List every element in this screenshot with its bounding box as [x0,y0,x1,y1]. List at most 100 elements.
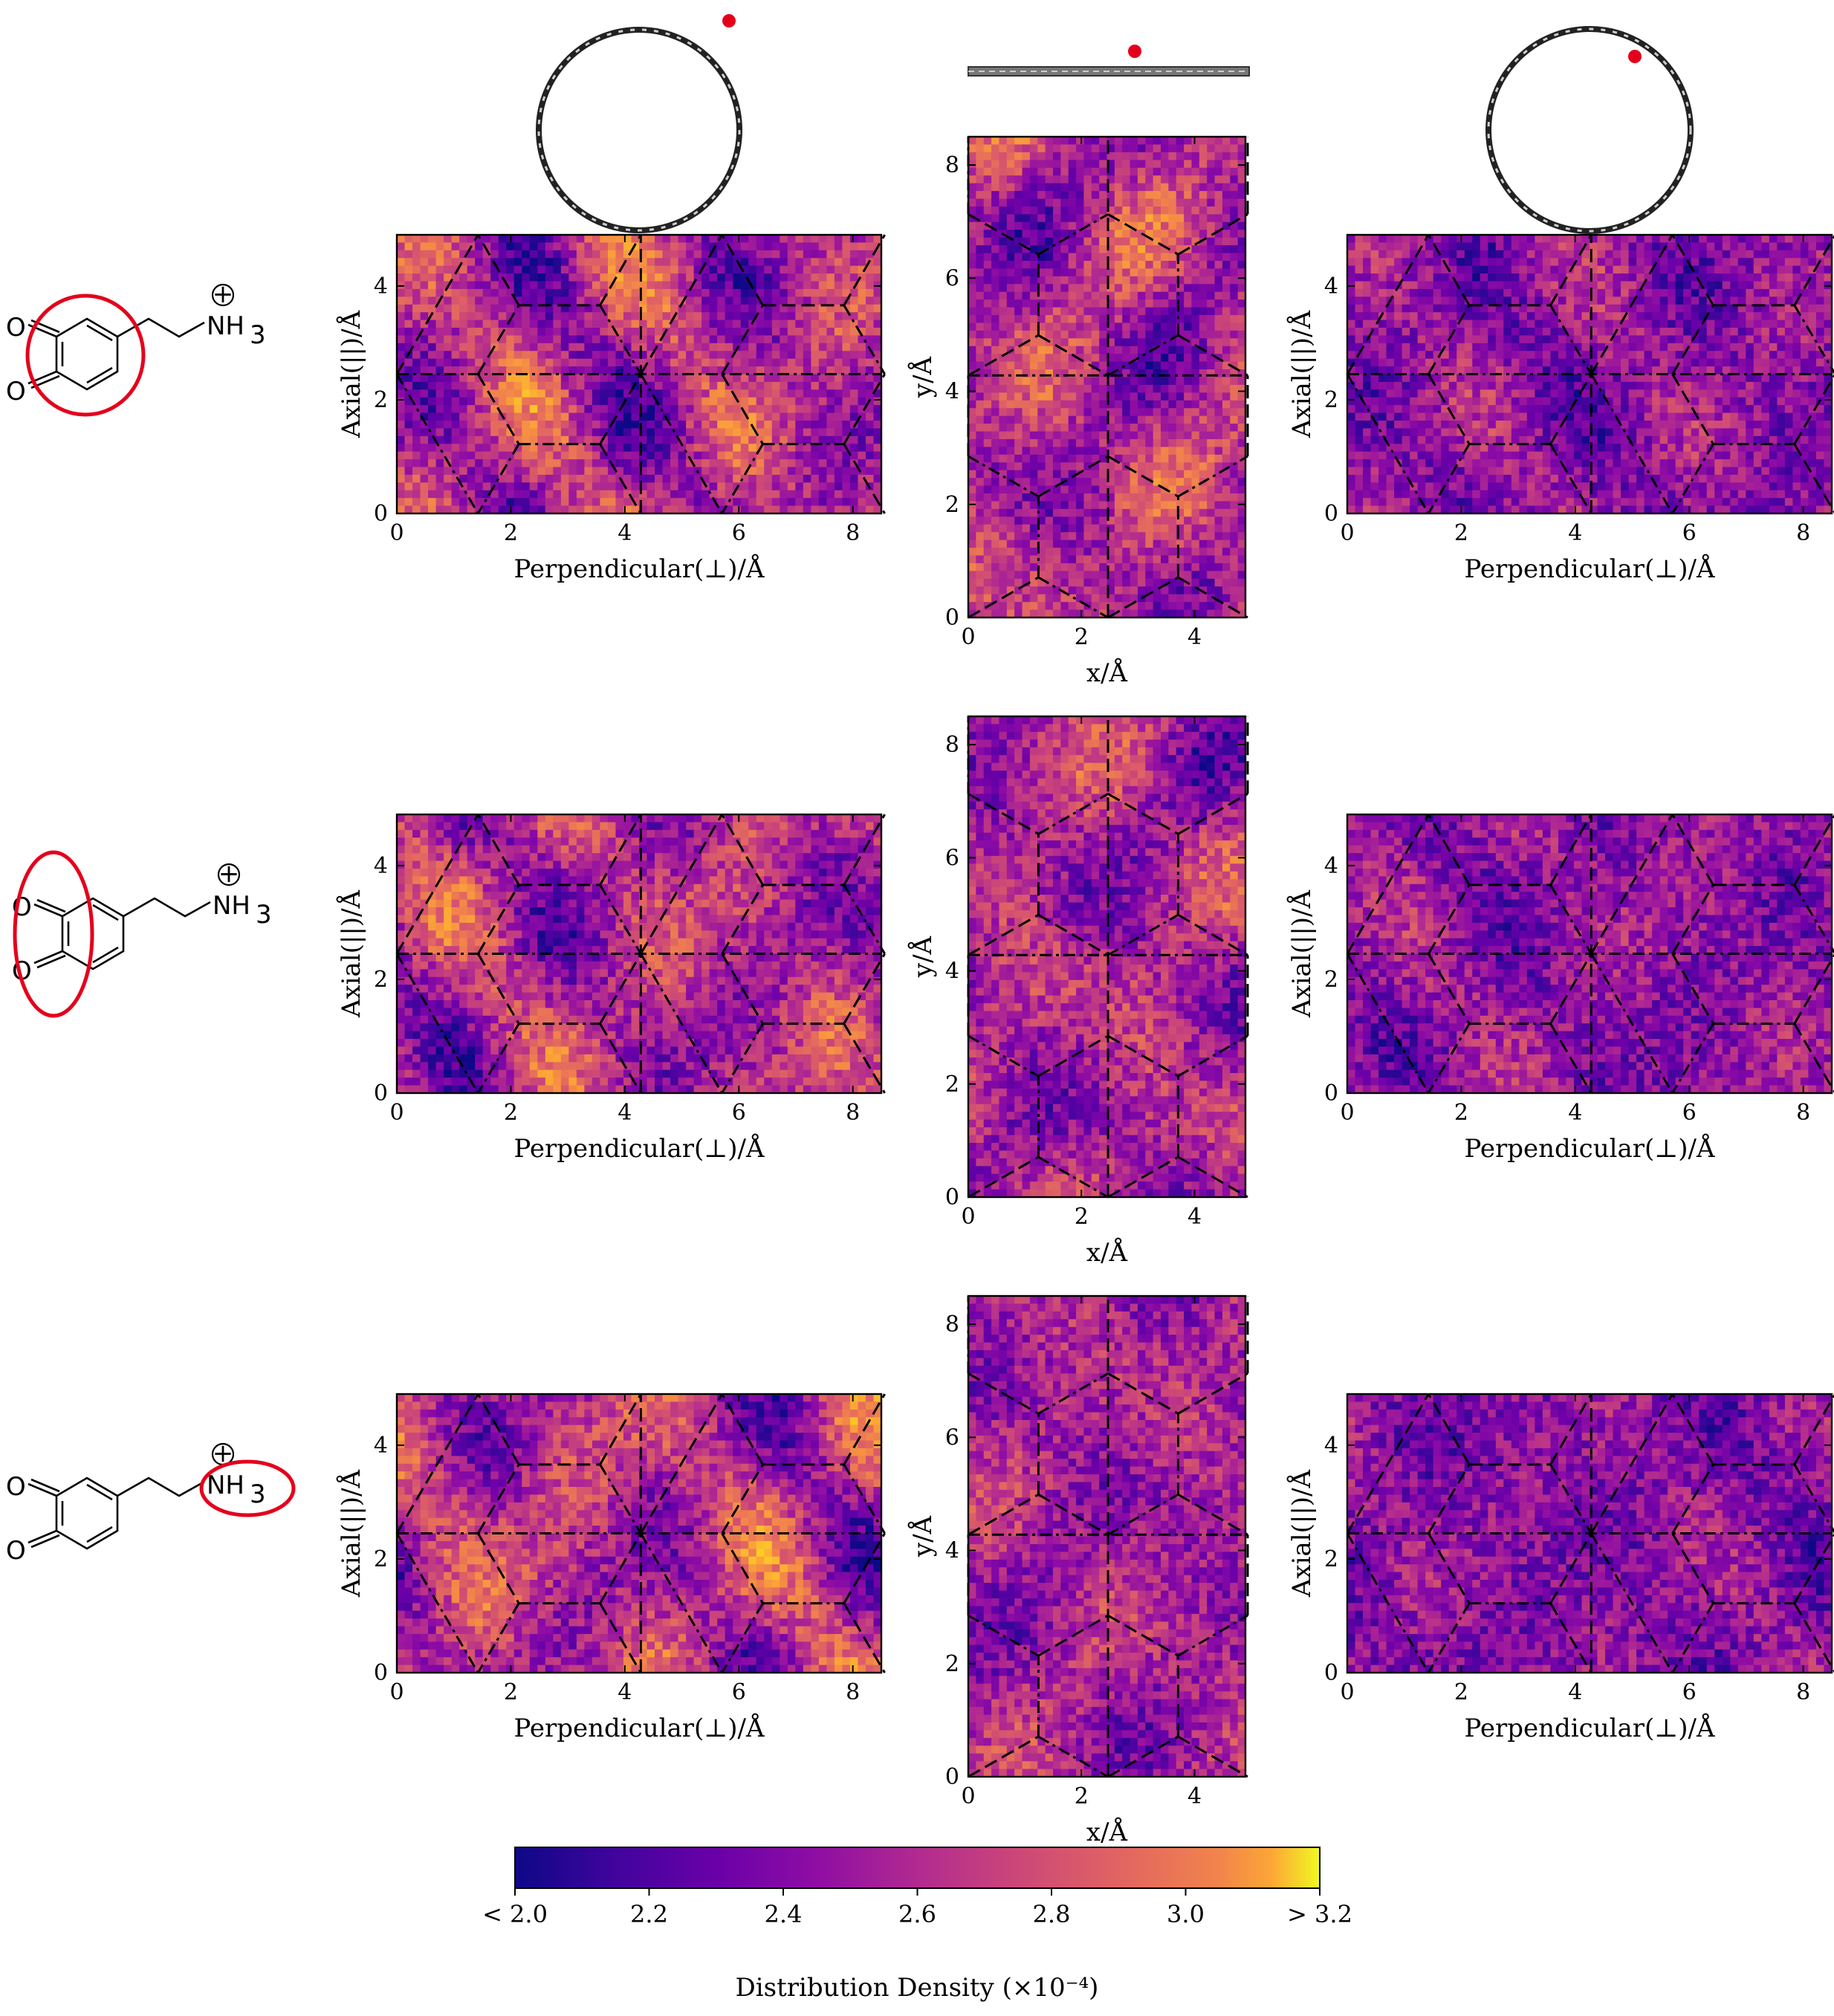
colorbar-tick-label: 2.4 [765,1900,803,1928]
y-tick-label: 0 [374,501,388,527]
x-tick-label: 4 [1568,520,1582,546]
colorbar: < 2.0 2.2 2.4 2.6 2.8 3.0 > 3.2 Distribution D… [482,1847,1352,2003]
colorbar-ticks: < 2.0 2.2 2.4 2.6 2.8 3.0 > 3.2 [482,1888,1352,1928]
y-tick-label: 0 [374,1660,388,1686]
y-tick-label: 2 [945,1072,959,1098]
y-tick-label: 4 [1324,273,1338,299]
y-axis-label: y/Å [907,1515,938,1558]
ammonium-subscript: 3 [250,320,266,350]
oxygen-label: O [6,1472,26,1502]
x-tick-label: 6 [1682,520,1697,546]
x-axis-label: x/Å [1086,658,1128,688]
y-axis-label: Axial(||)/Å [336,310,366,438]
ammonium-subscript: 3 [256,900,272,930]
colorbar-tick-label: 3.0 [1167,1900,1205,1928]
ammonium-label: NH [207,1471,244,1500]
x-tick-label: 2 [1075,1783,1089,1809]
x-tick-label: 6 [732,520,746,546]
y-axis-label: Axial(||)/Å [1286,1469,1317,1598]
y-tick-label: 6 [945,845,959,871]
highlight-ellipse [15,852,92,1016]
x-tick-label: 0 [961,624,975,650]
y-tick-label: 0 [945,1184,959,1210]
y-tick-label: 4 [945,1538,959,1564]
graphene-sheet-icon [968,45,1249,76]
x-tick-label: 4 [1568,1100,1582,1126]
y-tick-label: 2 [945,492,959,518]
x-axis-label: Perpendicular(⊥)/Å [514,554,765,584]
x-tick-label: 2 [504,1100,518,1126]
x-tick-label: 8 [846,1679,860,1705]
x-tick-label: 2 [504,520,518,546]
y-tick-label: 2 [374,967,388,993]
y-tick-label: 4 [374,1433,388,1459]
x-tick-label: 8 [1796,1100,1810,1126]
x-tick-label: 2 [1075,1204,1089,1230]
colorbar-tick-label: 2.6 [898,1900,936,1928]
x-tick-label: 4 [1187,1204,1202,1230]
colorbar-tick-label: 2.2 [630,1900,668,1928]
y-tick-label: 6 [945,265,959,291]
ammonium-subscript: 3 [250,1479,266,1509]
x-tick-label: 0 [1340,1679,1354,1705]
y-tick-label: 0 [945,1764,959,1790]
x-tick-label: 2 [504,1679,518,1705]
y-tick-label: 8 [945,1312,959,1338]
y-tick-label: 2 [945,1651,959,1677]
y-tick-label: 2 [1324,1546,1338,1572]
x-tick-label: 4 [618,1100,632,1126]
y-tick-label: 4 [1324,1433,1338,1459]
x-tick-label: 4 [1187,1783,1202,1809]
x-tick-label: 0 [961,1783,975,1809]
y-tick-label: 2 [1324,967,1338,993]
positive-charge: + [213,279,234,309]
y-tick-label: 8 [945,152,959,178]
y-tick-label: 0 [945,605,959,631]
x-tick-label: 0 [389,1679,404,1705]
nanotube-small-icon [539,14,739,230]
adsorbate-position-dot [1128,45,1141,58]
x-axis-label: Perpendicular(⊥)/Å [514,1133,765,1164]
y-tick-label: 0 [1324,501,1338,527]
y-axis-label: Axial(||)/Å [1286,889,1317,1018]
x-tick-label: 2 [1454,1100,1468,1126]
x-axis-label: x/Å [1086,1817,1128,1847]
colorbar-tick-label: < 2.0 [482,1900,548,1928]
x-axis-label: Perpendicular(⊥)/Å [1465,1133,1715,1164]
x-tick-label: 2 [1075,624,1089,650]
y-tick-label: 4 [945,379,959,405]
x-axis-label: x/Å [1086,1237,1128,1268]
oxygen-label: O [6,313,26,343]
y-tick-label: 2 [374,1546,388,1572]
x-tick-label: 0 [389,520,404,546]
adsorbate-position-dot [1628,50,1642,63]
y-tick-label: 6 [945,1425,959,1451]
y-tick-label: 4 [945,959,959,985]
positive-charge: + [218,859,240,889]
oxygen-label: O [6,377,26,406]
ammonium-label: NH [213,891,250,921]
x-tick-label: 8 [846,520,860,546]
oxygen-label: O [6,1536,26,1566]
colorbar-gradient [515,1847,1320,1888]
highlight-ellipse [27,296,143,415]
x-tick-label: 4 [1187,624,1202,650]
y-tick-label: 2 [374,387,388,413]
adsorbate-position-dot [722,14,736,27]
x-tick-label: 4 [618,1679,632,1705]
y-tick-label: 0 [374,1080,388,1106]
y-tick-label: 4 [374,853,388,879]
colorbar-tick-label: > 3.2 [1287,1900,1352,1928]
y-axis-label: Axial(||)/Å [336,889,366,1018]
x-tick-label: 6 [1682,1100,1697,1126]
y-axis-label: y/Å [907,936,938,978]
x-tick-label: 0 [389,1100,404,1126]
x-axis-label: Perpendicular(⊥)/Å [1465,1713,1715,1743]
colorbar-tick-label: 2.8 [1033,1900,1071,1928]
x-tick-label: 8 [1796,1679,1810,1705]
x-tick-label: 0 [1340,520,1354,546]
